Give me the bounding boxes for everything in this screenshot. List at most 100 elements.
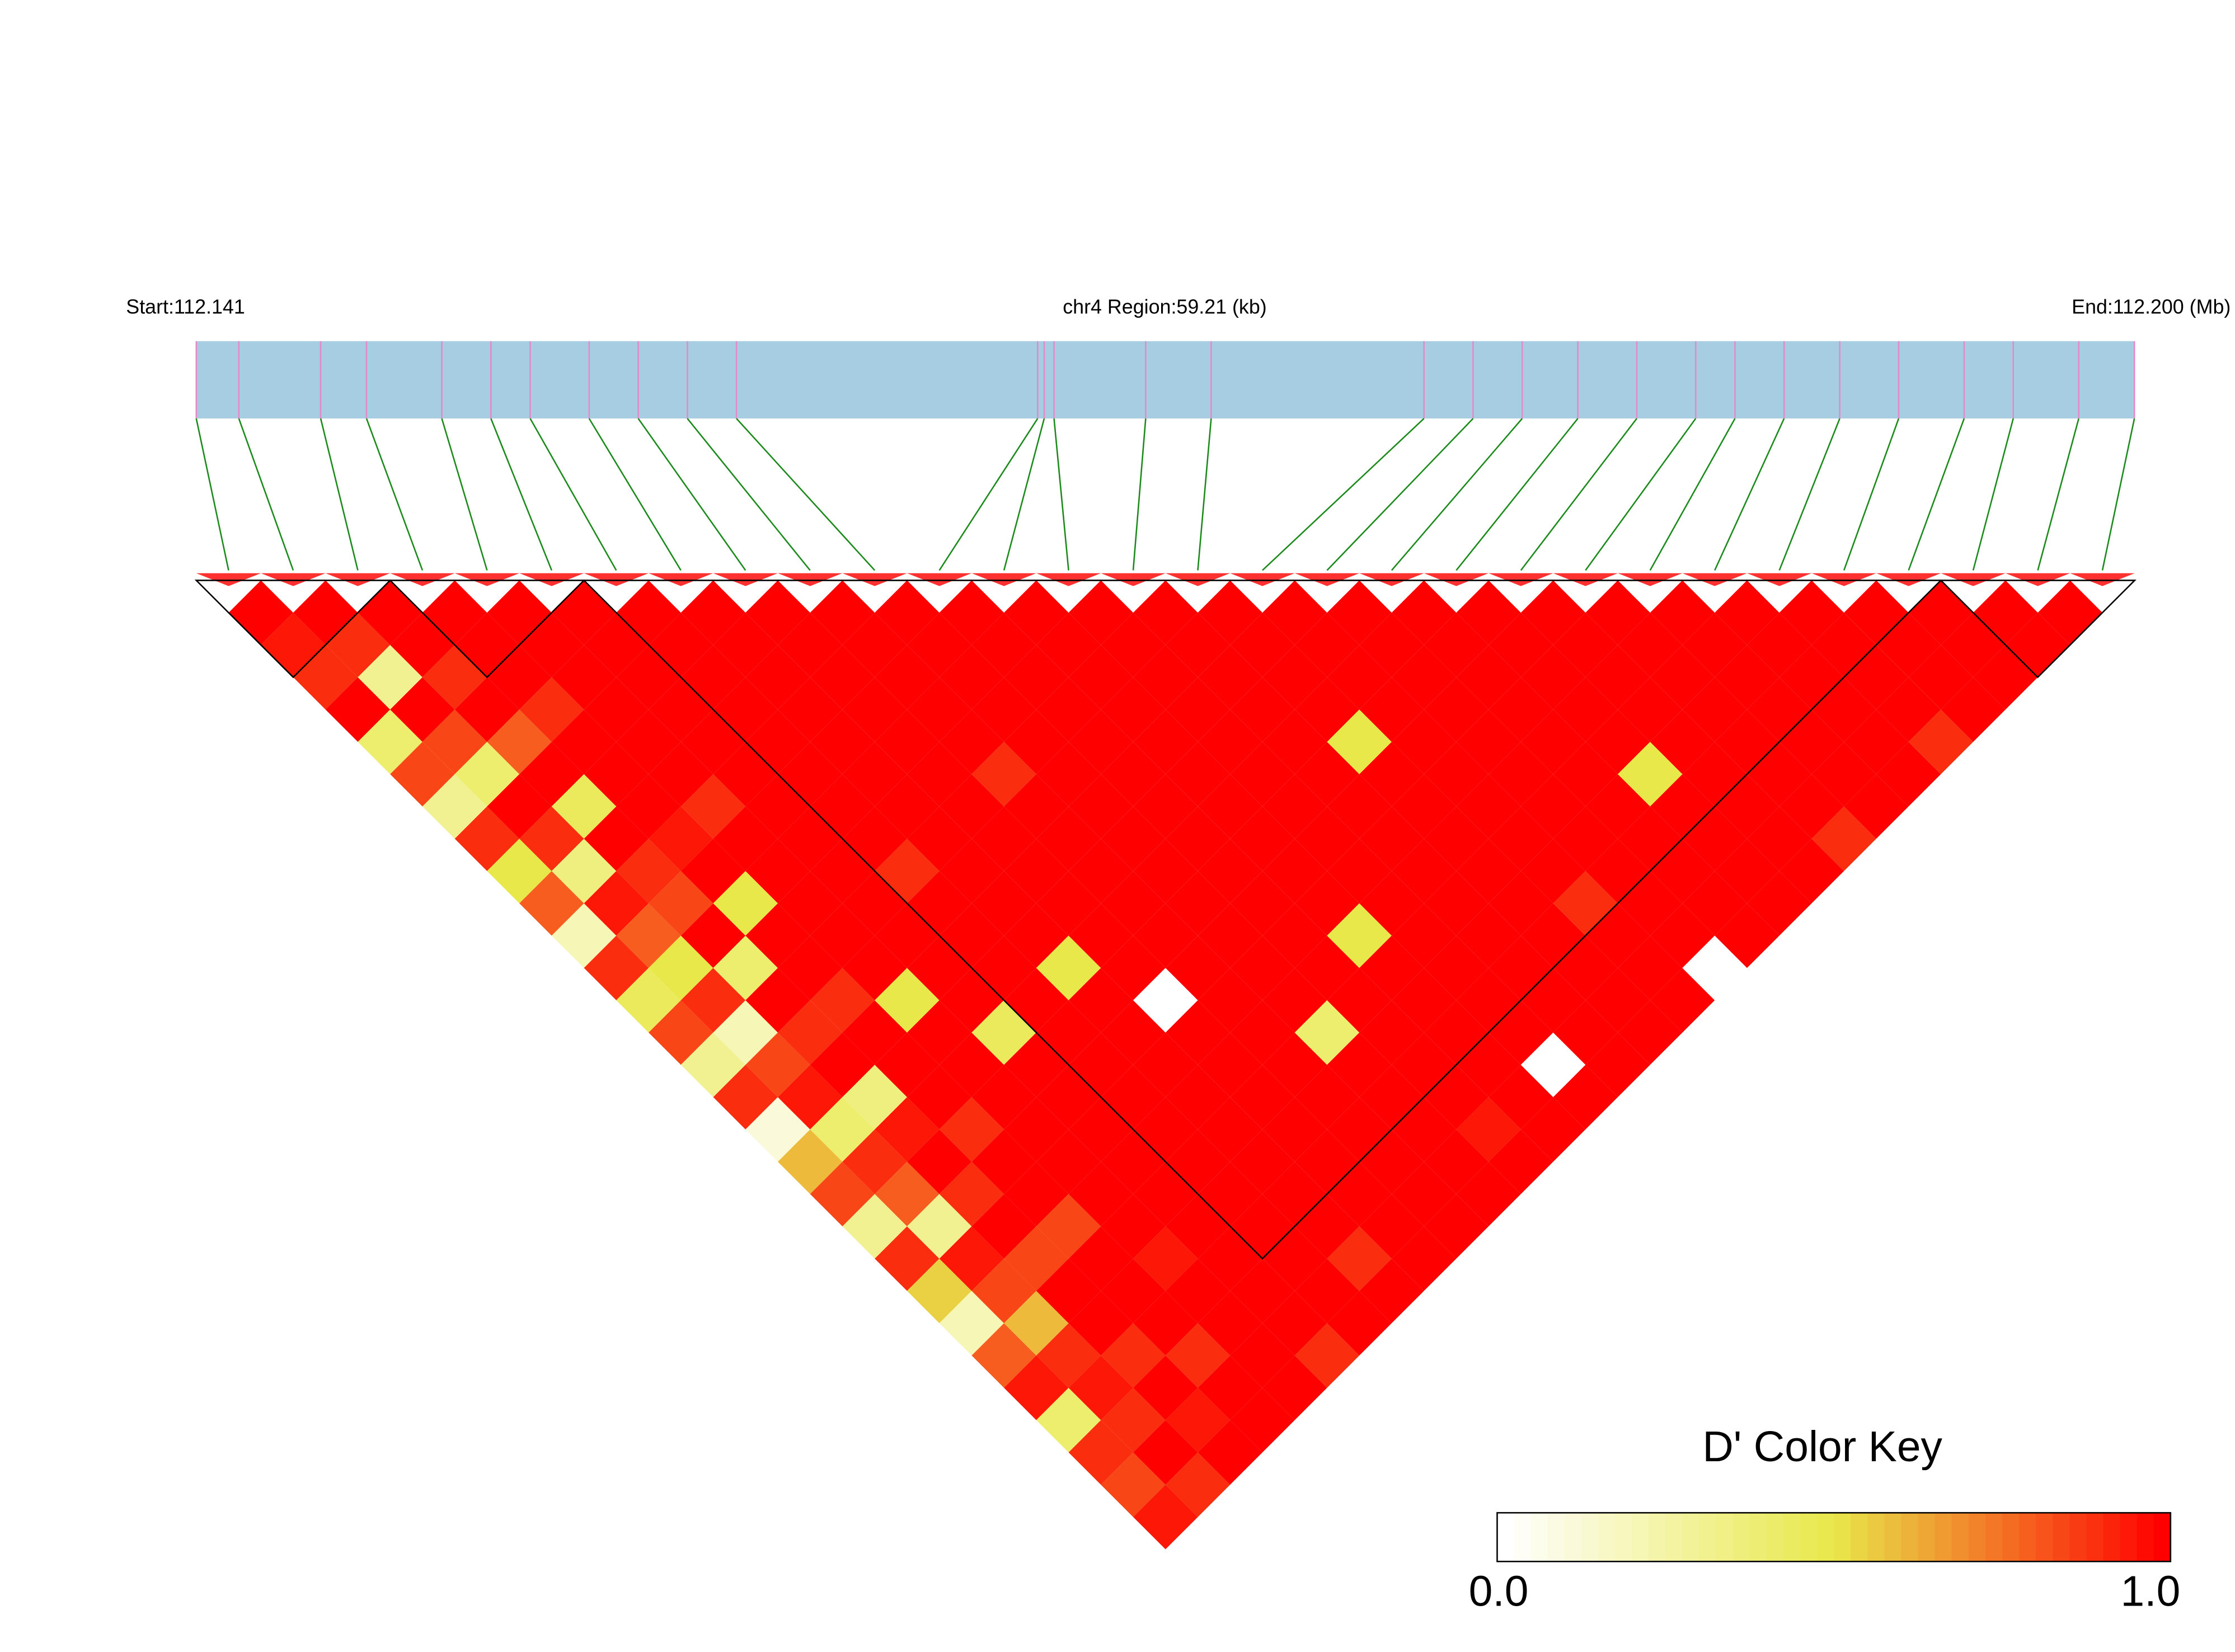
ld-cell	[1553, 613, 1618, 677]
ld-cell	[1844, 580, 1909, 645]
ld-cell	[1456, 1097, 1521, 1162]
snp-connector	[1053, 418, 1069, 571]
ld-cell	[1715, 644, 1779, 710]
snp-connector	[1262, 418, 1425, 571]
ld-cell	[1230, 935, 1295, 1000]
snp-connector	[1908, 418, 1965, 571]
ld-cell	[1101, 742, 1166, 807]
ld-cell	[1327, 774, 1392, 839]
ld-cell	[1391, 580, 1457, 645]
key-swatch	[2036, 1513, 2054, 1562]
ld-cell	[1198, 1356, 1262, 1420]
key-swatch	[1783, 1513, 1801, 1562]
ld-cell	[1036, 1194, 1101, 1259]
ld-cell	[1262, 1291, 1327, 1356]
ld-cell	[1133, 709, 1198, 774]
ld-cell	[875, 1097, 940, 1162]
ld-cell	[1133, 580, 1198, 645]
ld-cell	[1553, 742, 1618, 807]
ld-cell	[551, 839, 617, 903]
ld-cell	[1327, 580, 1392, 645]
snp-connector	[320, 418, 359, 571]
ld-cell	[1520, 1097, 1586, 1162]
ld-cell	[1456, 580, 1521, 645]
ld-cell	[1489, 1129, 1553, 1194]
ld-cell	[1198, 1291, 1262, 1356]
ld-cell	[1682, 677, 1747, 742]
ld-cell	[1262, 903, 1327, 968]
ld-cell	[1294, 806, 1360, 872]
ld-cell	[1585, 580, 1650, 645]
snp-connector	[687, 418, 811, 571]
ld-cell	[1520, 839, 1586, 903]
ld-cell	[745, 1032, 810, 1098]
ld-cell	[1036, 1258, 1101, 1324]
ld-cell	[1101, 806, 1166, 872]
snp-connector	[1778, 418, 1840, 571]
ld-cell	[649, 742, 713, 807]
ld-cell	[454, 677, 520, 742]
ld-cell	[1068, 1161, 1134, 1227]
ld-cell	[1294, 871, 1360, 936]
ld-cell	[1068, 968, 1134, 1033]
key-swatch	[1699, 1513, 1717, 1562]
ld-cell	[1746, 613, 1812, 677]
ld-cell	[1489, 677, 1553, 742]
ld-cell	[1520, 1032, 1586, 1098]
ld-cell	[680, 1032, 746, 1098]
ld-cell	[1262, 1356, 1327, 1420]
key-swatch	[1817, 1513, 1835, 1562]
ld-cell	[1133, 1484, 1198, 1550]
ld-cell	[777, 935, 843, 1000]
key-swatch	[1615, 1513, 1633, 1562]
snp-connector	[1391, 418, 1523, 571]
ld-cell	[1327, 1291, 1392, 1356]
ld-cell	[1294, 613, 1360, 677]
ld-cell	[1004, 1291, 1069, 1356]
ld-cell	[810, 1097, 875, 1162]
ld-cell	[1811, 806, 1876, 872]
ld-cell	[1553, 935, 1618, 1000]
ld-cell	[1230, 1387, 1295, 1453]
key-swatch	[1632, 1513, 1650, 1562]
ld-cell	[1553, 677, 1618, 742]
ld-cell	[1068, 839, 1134, 903]
ld-cell	[907, 613, 972, 677]
ld-cell	[1811, 742, 1876, 807]
ld-cell	[519, 806, 584, 872]
ld-cell	[907, 1258, 972, 1324]
ld-cell	[907, 806, 972, 872]
ld-cell	[1973, 580, 2038, 645]
ld-cell	[584, 806, 649, 872]
ld-cell	[454, 742, 520, 807]
ld-cell	[939, 580, 1004, 645]
ld-cell	[713, 613, 778, 677]
key-swatch	[2103, 1513, 2121, 1562]
ld-cell	[1682, 613, 1747, 677]
snp-connector	[1520, 418, 1637, 571]
ld-cell	[1715, 839, 1779, 903]
ld-block	[1939, 580, 2137, 679]
ld-cell	[1101, 1194, 1166, 1259]
ld-cell	[1618, 613, 1683, 677]
snp-connector	[1132, 418, 1147, 571]
ld-cell	[1553, 806, 1618, 872]
ld-cell	[1036, 677, 1101, 742]
ld-cell	[1424, 806, 1489, 872]
snp-connector	[637, 418, 746, 571]
key-swatch	[2019, 1513, 2037, 1562]
ld-cell	[810, 580, 875, 645]
ld-cell	[584, 742, 649, 807]
key-swatch	[2053, 1513, 2070, 1562]
ld-cell	[1165, 1452, 1231, 1517]
ld-cell	[1165, 677, 1231, 742]
key-swatch	[2002, 1513, 2020, 1562]
ld-cell	[1068, 1420, 1134, 1485]
ld-cell	[1068, 1291, 1134, 1356]
region-bar	[196, 341, 2135, 419]
ld-cell	[1262, 1097, 1327, 1162]
ld-cell	[745, 1097, 810, 1162]
ld-cell	[1165, 742, 1231, 807]
ld-cell	[1391, 1161, 1457, 1227]
